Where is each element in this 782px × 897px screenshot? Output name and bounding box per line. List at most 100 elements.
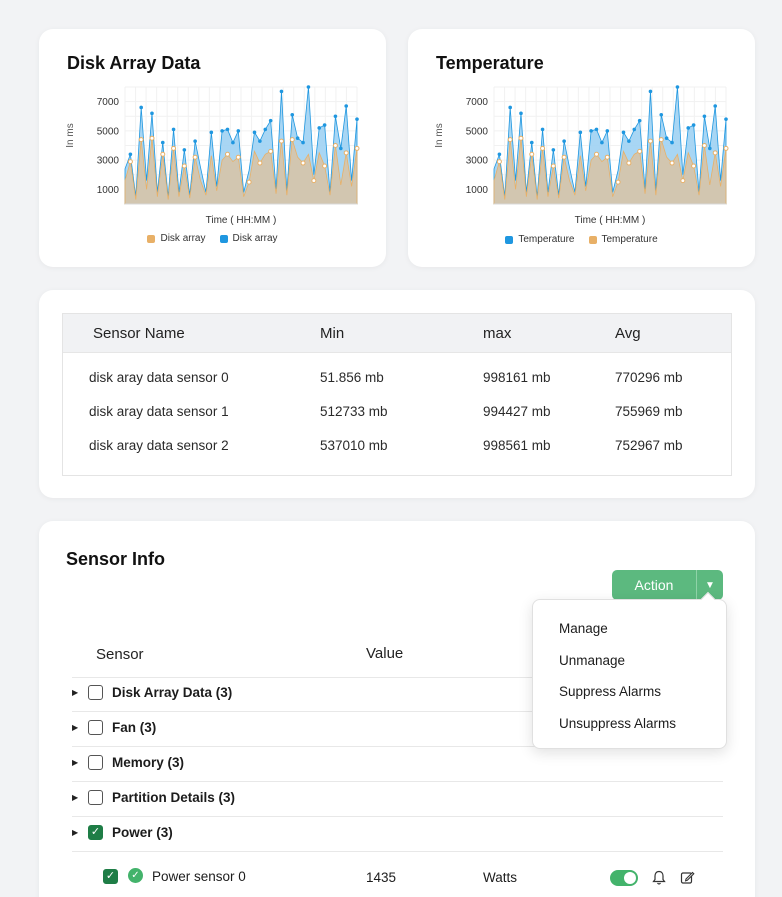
data-point xyxy=(258,139,262,143)
tree-row[interactable]: ▶ ✓ Power (3) xyxy=(72,817,723,852)
data-point xyxy=(507,137,513,143)
data-point xyxy=(686,126,691,130)
menu-item-manage[interactable]: Manage xyxy=(559,621,608,636)
table-row[interactable]: disk aray data sensor 2 537010 mb 998561… xyxy=(63,438,731,458)
menu-item-suppress-alarms[interactable]: Suppress Alarms xyxy=(559,684,662,699)
data-point xyxy=(160,140,165,145)
menu-item-unsuppress-alarms[interactable]: Unsuppress Alarms xyxy=(559,716,677,731)
chart-title: Disk Array Data xyxy=(67,53,201,73)
data-point xyxy=(289,137,295,143)
expand-arrow-icon[interactable]: ▶ xyxy=(72,688,79,697)
data-point xyxy=(659,112,664,117)
data-point xyxy=(343,150,349,156)
cell-avg: 770296 mb xyxy=(615,370,683,385)
legend-item[interactable]: Temperature xyxy=(588,234,658,245)
data-point xyxy=(615,179,621,185)
data-point xyxy=(540,127,545,132)
row-checkbox[interactable] xyxy=(88,755,103,770)
tree-row[interactable]: ▶ Fan (3) xyxy=(72,712,723,747)
legend-label: Temperature xyxy=(518,234,575,245)
sensor-value: 1435 xyxy=(366,870,397,885)
disk-array-chart: 1000 3000 5000 7000 In ms Time ( HH:MM ) xyxy=(65,85,360,226)
expand-arrow-icon[interactable]: ▶ xyxy=(72,793,79,802)
data-point xyxy=(518,135,524,141)
cell-min: 537010 mb xyxy=(320,438,388,453)
x-axis-label: Time ( HH:MM ) xyxy=(575,215,646,226)
menu-item-unmanage[interactable]: Unmanage xyxy=(559,653,626,668)
sensor-table-card: Sensor Name Min max Avg disk aray data s… xyxy=(39,290,755,498)
data-point xyxy=(160,151,166,157)
header-min[interactable]: Min xyxy=(320,325,345,342)
action-dropdown-toggle[interactable]: ▼ xyxy=(697,570,723,600)
data-point xyxy=(344,104,349,108)
row-checkbox[interactable] xyxy=(88,720,103,735)
header-max[interactable]: max xyxy=(483,325,512,342)
data-point xyxy=(333,114,338,119)
legend-label: Disk array xyxy=(232,233,278,244)
data-point xyxy=(278,138,284,144)
column-header-sensor[interactable]: Sensor xyxy=(96,646,144,663)
table-row[interactable]: disk aray data sensor 1 512733 mb 994427… xyxy=(63,404,731,424)
data-point xyxy=(529,151,535,157)
child-checkbox-checked[interactable]: ✓ xyxy=(103,869,118,884)
legend-item[interactable]: Disk array xyxy=(147,233,206,244)
cell-min: 512733 mb xyxy=(320,404,388,419)
legend-item[interactable]: Disk array xyxy=(219,233,278,244)
header-sensor-name[interactable]: Sensor Name xyxy=(93,325,185,342)
temperature-chart: 1000 3000 5000 7000 In ms Time ( HH:MM ) xyxy=(434,85,729,226)
legend-swatch xyxy=(147,234,156,243)
status-ok-icon: ✓ xyxy=(128,868,143,883)
child-row[interactable]: ✓ ✓ Power sensor 0 1435 Watts xyxy=(72,861,723,896)
row-checkbox[interactable] xyxy=(88,790,103,805)
data-point xyxy=(182,148,187,152)
expand-arrow-icon[interactable]: ▶ xyxy=(72,723,79,732)
x-axis-label: Time ( HH:MM ) xyxy=(206,215,277,226)
data-point xyxy=(339,146,343,151)
data-point xyxy=(702,114,707,119)
data-point xyxy=(637,148,643,154)
expand-arrow-icon[interactable]: ▶ xyxy=(72,828,79,837)
y-tick-label: 1000 xyxy=(97,185,120,196)
y-axis-label: In ms xyxy=(65,123,76,147)
data-point xyxy=(306,85,311,89)
cell-max: 998561 mb xyxy=(483,438,551,453)
tree-row[interactable]: ▶ Partition Details (3) xyxy=(72,782,723,817)
data-point xyxy=(257,160,263,166)
row-checkbox-checked[interactable]: ✓ xyxy=(88,825,103,840)
data-point xyxy=(605,129,610,133)
chart-legend: Disk array Disk array xyxy=(39,233,386,244)
header-avg[interactable]: Avg xyxy=(615,325,641,342)
data-point xyxy=(647,138,653,144)
data-point xyxy=(691,163,697,169)
chart-title: Temperature xyxy=(436,53,544,73)
data-point xyxy=(713,104,718,108)
tree-row[interactable]: ▶ Disk Array Data (3) xyxy=(72,677,723,712)
enable-toggle[interactable] xyxy=(610,870,638,886)
group-label: Fan (3) xyxy=(112,720,157,735)
data-point xyxy=(578,130,583,135)
temperature-card: Temperature 1000 3000 5000 7000 In ms Time ( … xyxy=(408,29,755,267)
data-point xyxy=(354,145,360,151)
data-point xyxy=(632,127,637,132)
column-header-value[interactable]: Value xyxy=(366,645,404,662)
legend-label: Temperature xyxy=(601,234,658,245)
expand-arrow-icon[interactable]: ▶ xyxy=(72,758,79,767)
data-point xyxy=(675,85,680,89)
bell-icon[interactable] xyxy=(652,870,666,886)
data-point xyxy=(648,89,653,94)
data-point xyxy=(301,140,305,145)
action-button[interactable]: Action xyxy=(612,570,697,600)
legend-item[interactable]: Temperature xyxy=(505,234,575,245)
area-series-orange xyxy=(124,138,358,205)
data-point xyxy=(594,127,599,132)
table-row[interactable]: disk aray data sensor 0 51.856 mb 998161… xyxy=(63,370,731,390)
data-point xyxy=(658,137,664,143)
data-point xyxy=(322,163,328,169)
caret-down-icon: ▼ xyxy=(705,579,715,591)
tree-row[interactable]: ▶ Memory (3) xyxy=(72,747,723,782)
data-point xyxy=(279,89,284,94)
row-checkbox[interactable] xyxy=(88,685,103,700)
data-point xyxy=(268,118,273,123)
cell-sensor-name: disk aray data sensor 2 xyxy=(89,438,229,453)
edit-icon[interactable] xyxy=(680,870,695,885)
